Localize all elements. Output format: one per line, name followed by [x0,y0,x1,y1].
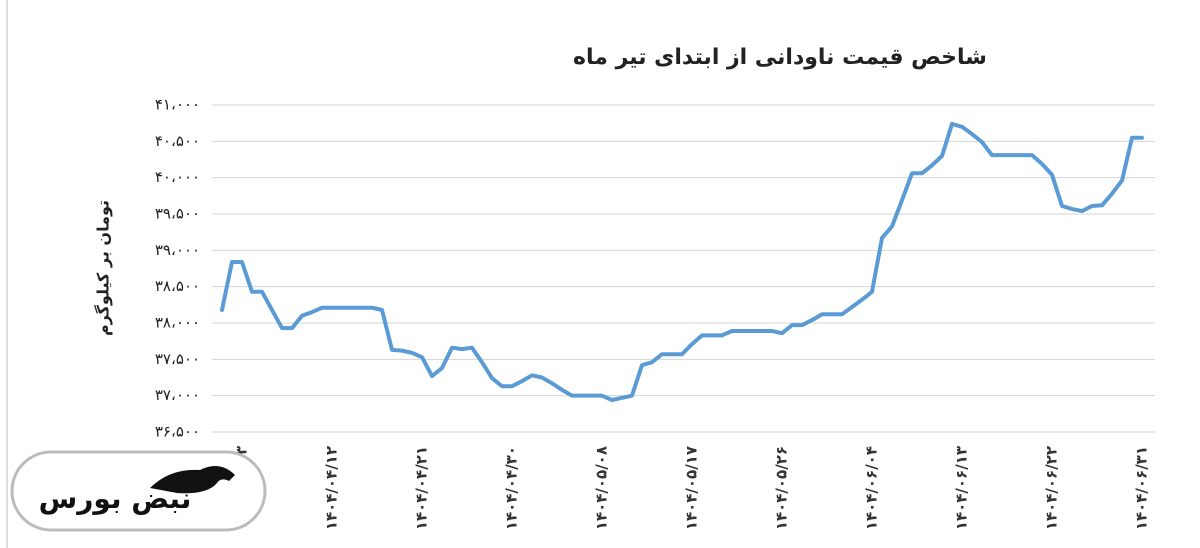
y-tick-label: ۴۰،۵۰۰ [155,132,200,150]
y-tick-label: ۳۸،۰۰۰ [155,314,200,332]
x-tick-label: ۱۴۰۴/۰۶/۰۴ [863,446,881,530]
y-tick-label: ۳۷،۵۰۰ [155,350,200,368]
chart-title: شاخص قیمت ناودانی از ابتدای تیر ماه [573,45,987,70]
x-tick-label: ۱۴۰۴/۰۶/۳۱ [1133,446,1151,530]
logo-bull [150,466,235,494]
x-tick-label: ۱۴۰۴/۰۵/۲۶ [773,446,791,530]
x-tick-label: ۱۴۰۴/۰۵/۱۷ [683,446,701,530]
x-tick-label: ۱۴۰۴/۰۴/۳۰ [503,446,521,530]
y-tick-label: ۴۰،۰۰۰ [155,168,200,186]
y-tick-label: ۴۱،۰۰۰ [155,96,200,114]
x-tick-label: ۱۴۰۴/۰۵/۰۸ [593,446,611,530]
data-line [220,121,1144,403]
y-tick-label: ۳۹،۵۰۰ [155,205,200,223]
y-tick-label: ۳۸،۵۰۰ [155,277,200,295]
logo-text: نبض بورس [39,482,192,515]
x-tick-label: ۱۴۰۴/۰۶/۲۲ [1043,446,1061,530]
y-tick-label: ۳۶،۵۰۰ [155,423,200,441]
x-tick-label: ۱۴۰۴/۰۴/۲۱ [413,446,431,530]
y-tick-label: ۳۷،۰۰۰ [155,386,200,404]
y-tick-label: ۳۹،۰۰۰ [155,241,200,259]
y-axis-label: تومان بر کیلوگرم [94,200,113,336]
plot-area: ۳۶،۵۰۰ ۳۷،۰۰۰ ۳۷،۵۰۰ ۳۸،۰۰۰ ۳۸،۵۰۰ ۳۹،۰۰۰ ۳۹،۵… [155,96,1155,530]
x-tick-label: ۱۴۰۴/۰۶/۱۳ [953,446,971,530]
x-tick-label: ۱۴۰۴/۰۴/۱۲ [323,446,341,530]
logo: نبض بورس [10,450,267,532]
